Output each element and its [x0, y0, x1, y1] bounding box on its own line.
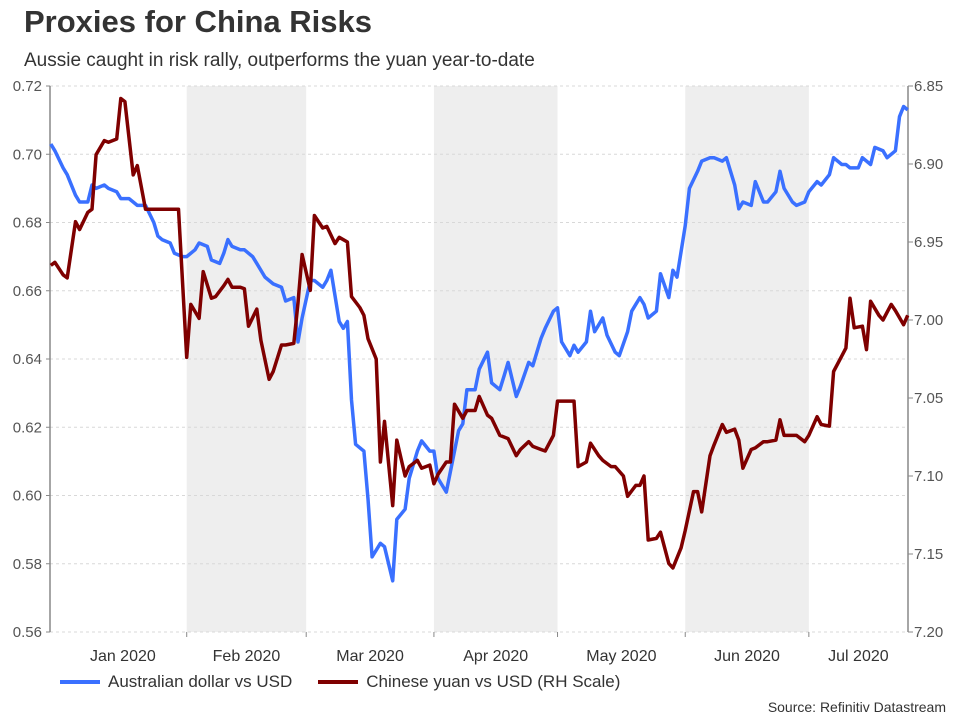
- x-axis-tick-label: May 2020: [586, 648, 656, 665]
- right-axis-tick-label: 6.95: [914, 234, 943, 251]
- x-axis-tick-label: Jan 2020: [90, 648, 156, 665]
- source-note: Source: Refinitiv Datastream: [767, 699, 946, 715]
- x-axis-tick-label: Feb 2020: [213, 648, 281, 665]
- legend-swatch-aud: [60, 680, 100, 684]
- legend-item-cny: Chinese yuan vs USD (RH Scale): [318, 672, 620, 692]
- left-axis-tick-label: 0.60: [13, 488, 42, 505]
- left-axis-tick-label: 0.56: [13, 624, 42, 641]
- legend: Australian dollar vs USD Chinese yuan vs…: [60, 672, 620, 692]
- right-axis-tick-label: 7.05: [914, 390, 943, 407]
- right-axis-tick-label: 7.10: [914, 468, 943, 485]
- x-axis-tick-label: Apr 2020: [463, 648, 528, 665]
- cny-usd-line: [49, 96, 910, 570]
- legend-label-cny: Chinese yuan vs USD (RH Scale): [366, 672, 621, 691]
- chart-title: Proxies for China Risks: [24, 4, 373, 39]
- x-axis-tick-label: Jul 2020: [828, 648, 889, 665]
- left-axis-tick-label: 0.62: [13, 419, 42, 436]
- right-axis-tick-label: 6.90: [914, 156, 943, 173]
- aud-usd-line: [49, 104, 909, 583]
- legend-label-aud: Australian dollar vs USD: [108, 672, 293, 691]
- x-axis-tick-label: Jun 2020: [714, 648, 780, 665]
- left-axis-tick-label: 0.68: [13, 215, 42, 232]
- left-axis-tick-label: 0.70: [13, 146, 42, 163]
- legend-item-aud: Australian dollar vs USD: [60, 672, 292, 692]
- left-axis-tick-label: 0.58: [13, 556, 42, 573]
- right-axis-tick-label: 7.20: [914, 624, 943, 641]
- right-axis-tick-label: 7.15: [914, 546, 943, 563]
- shaded-month-band: [186, 86, 307, 632]
- legend-swatch-cny: [318, 680, 359, 684]
- chart-subtitle: Aussie caught in risk rally, outperforms…: [24, 50, 535, 71]
- left-axis-tick-label: 0.64: [13, 351, 42, 368]
- right-axis-tick-label: 7.00: [914, 312, 943, 329]
- left-axis-tick-label: 0.66: [13, 283, 42, 300]
- right-axis-tick-label: 6.85: [914, 78, 943, 95]
- left-axis-tick-label: 0.72: [13, 78, 42, 95]
- x-axis-tick-label: Mar 2020: [336, 648, 404, 665]
